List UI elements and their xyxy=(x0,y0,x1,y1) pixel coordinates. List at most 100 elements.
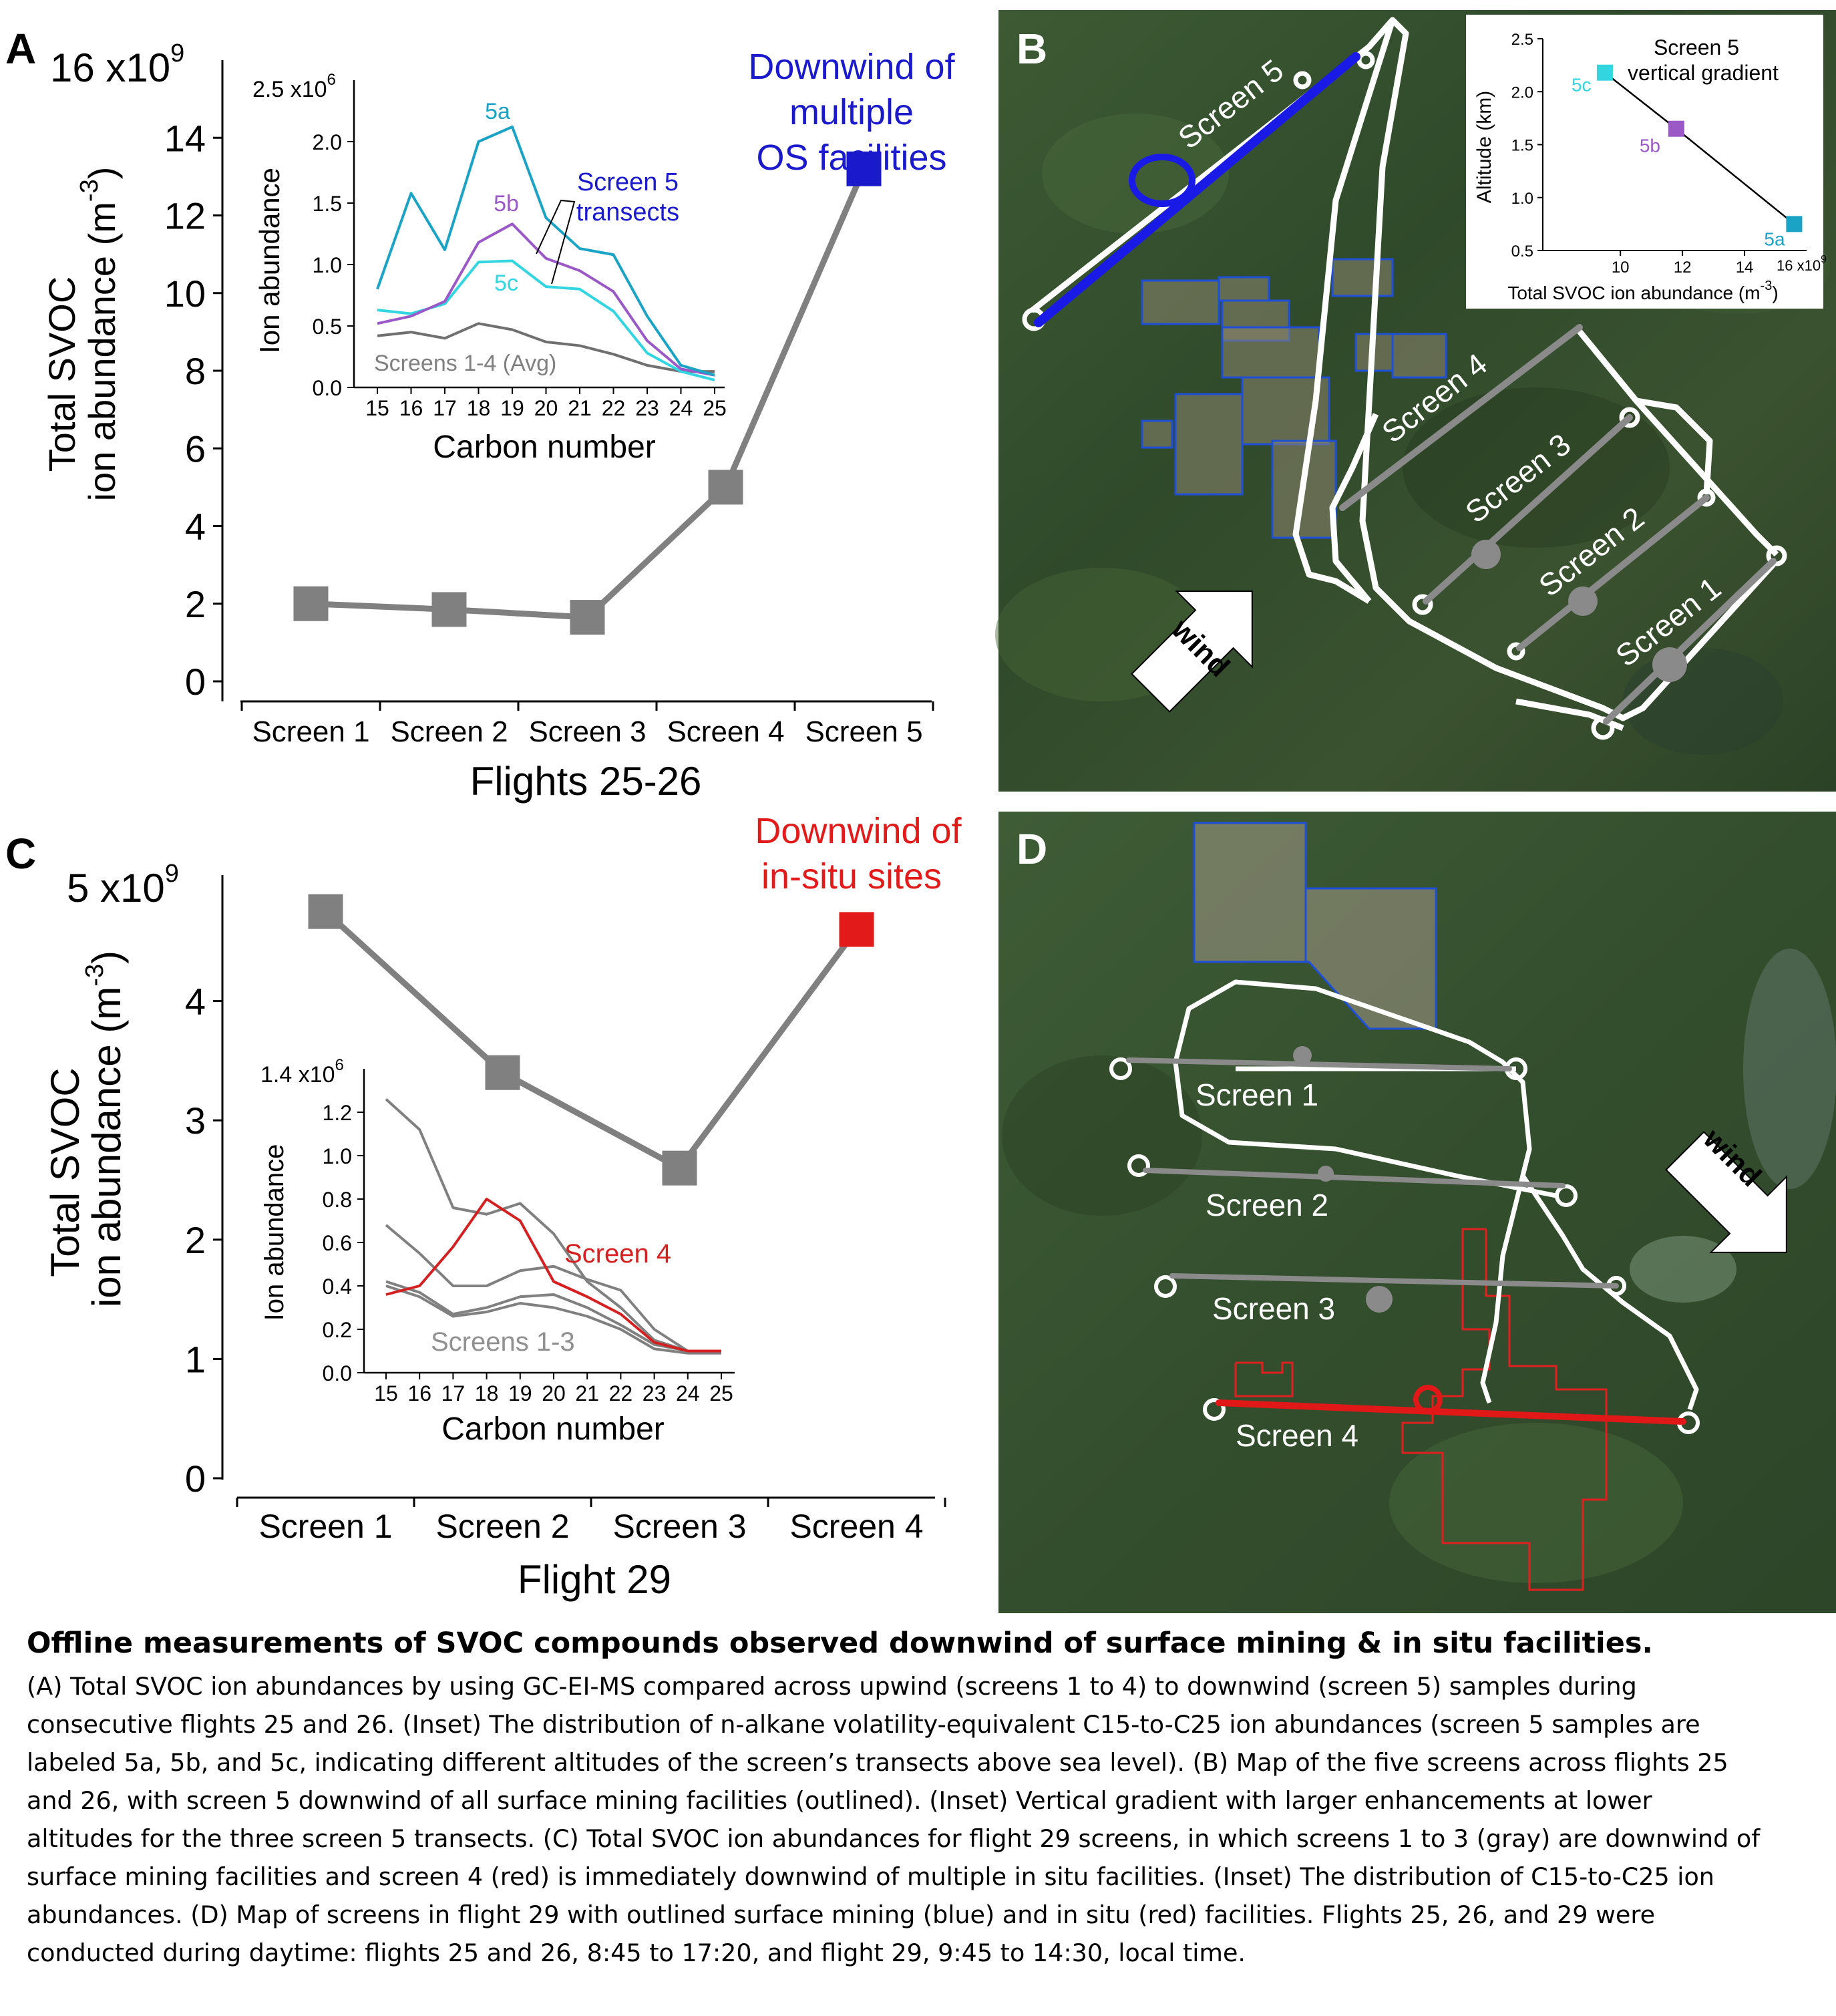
inset-b: Screen 5 vertical gradient Altitude (km)… xyxy=(1466,15,1827,309)
panel-b-map: B xyxy=(995,10,1836,792)
panel-letter: A xyxy=(5,25,36,73)
point-label: 5a xyxy=(1764,228,1785,249)
caption-line: surface mining facilities and screen 4 (… xyxy=(27,1862,1714,1891)
wind-arrow-icon xyxy=(1131,591,1253,713)
x-tick-label: Screen 3 xyxy=(528,715,646,748)
x-tick-label: 23 xyxy=(642,1381,667,1405)
inset-b-background xyxy=(1466,15,1823,309)
y-tick-label: 0.0 xyxy=(313,376,342,400)
y-tick-label: 1.0 xyxy=(313,253,342,277)
x-tick-label: 24 xyxy=(676,1381,700,1405)
series-line xyxy=(385,1224,721,1353)
y-tick-label: 0.5 xyxy=(1511,242,1533,261)
inset-y-max-label: 2.5 x106 xyxy=(252,71,336,102)
data-point xyxy=(662,1150,697,1186)
y-tick-label: 1 xyxy=(185,1338,206,1380)
data-point xyxy=(839,912,874,947)
y-ticks: 0 2 4 6 8 10 12 14 xyxy=(164,117,222,703)
x-tick-label: 22 xyxy=(609,1381,633,1405)
y-tick-label: 1.5 xyxy=(1511,137,1533,155)
y-axis-label: Total SVOC xyxy=(41,277,83,472)
y-tick-label: 2 xyxy=(185,583,206,625)
label-5c: 5c xyxy=(494,271,518,296)
y-tick-label: 0.6 xyxy=(323,1231,352,1255)
inset-b-y-ticks: 0.5 1.0 1.5 2.0 2.5 xyxy=(1511,31,1543,261)
figure-canvas: A 16 x109 Total SVOC ion abundance (m-3)… xyxy=(5,10,1836,1613)
x-ticks: Screen 1 Screen 2 Screen 3 Screen 4 xyxy=(236,1498,946,1545)
x-tick-label: 20 xyxy=(542,1381,566,1405)
x-tick-label: 16 xyxy=(399,396,423,420)
caption-line: consecutive flights 25 and 26. (Inset) T… xyxy=(27,1710,1700,1739)
y-tick-label: 3 xyxy=(185,1100,206,1142)
inset-y-max-label: 1.4 x106 xyxy=(260,1056,344,1087)
panel-c: C 5 x109 Total SVOC ion abundance (m-3) … xyxy=(5,811,962,1602)
caption-line: and 26, with screen 5 downwind of all su… xyxy=(27,1786,1652,1815)
data-point xyxy=(485,1055,520,1090)
data-series xyxy=(308,894,874,1186)
x-axis-label: Flights 25-26 xyxy=(470,759,702,804)
y-tick-label: 12 xyxy=(164,195,206,237)
data-point xyxy=(431,592,467,627)
data-point xyxy=(293,586,329,621)
inset-b-x-axis-label: Total SVOC ion abundance (m-3) xyxy=(1507,279,1778,303)
y-tick-label: 10 xyxy=(164,273,206,315)
panel-letter: C xyxy=(5,830,36,878)
y-tick-label: 4 xyxy=(185,506,206,548)
inset-a: 2.5 x106 Ion abundance 0.0 0.5 1.0 1.5 2.0 1… xyxy=(252,71,727,465)
y-tick-label: 0.2 xyxy=(323,1318,352,1342)
transect-screen-5-loop xyxy=(1129,154,1196,207)
y-tick-label: 2.0 xyxy=(313,130,342,154)
inset-x-axis-label: Carbon number xyxy=(441,1411,665,1447)
x-tick-label: Screen 1 xyxy=(252,715,369,748)
inset-series xyxy=(376,125,715,381)
flight-track-white xyxy=(1173,979,1699,1411)
data-point xyxy=(1596,64,1613,81)
x-tick-label: 17 xyxy=(441,1381,466,1405)
point-label: 5c xyxy=(1572,75,1592,96)
flight-track-white xyxy=(1030,17,1779,731)
series-line xyxy=(311,167,867,621)
y-tick-label: 2.5 xyxy=(1511,31,1533,49)
series-line xyxy=(323,909,860,1172)
data-point xyxy=(1668,120,1684,137)
x-tick-label: 15 xyxy=(365,396,389,420)
wind-arrow-icon xyxy=(1665,1131,1787,1253)
inset-x-ticks: 15 16 17 18 19 20 21 22 23 24 25 xyxy=(365,387,727,420)
inset-y-axis-label: Ion abundance xyxy=(260,1144,289,1321)
y-tick-label: 8 xyxy=(185,350,206,392)
x-tick-label: 18 xyxy=(475,1381,499,1405)
label-transects-1: Screen 5 xyxy=(577,168,679,196)
panel-letter: D xyxy=(1017,825,1047,873)
transect-screen-2 xyxy=(1143,1168,1566,1188)
y-tick-label: 1.5 xyxy=(313,192,342,216)
y-max-label: 5 x109 xyxy=(67,860,179,910)
y-tick-label: 1.2 xyxy=(323,1101,352,1125)
screen-transects xyxy=(1126,1046,1686,1425)
transect-screen-2 xyxy=(1516,494,1710,651)
inset-c: 1.4 x106 Ion abundance 0.0 0.2 0.4 0.6 0.8 1.… xyxy=(260,1056,735,1447)
x-tick-label: 21 xyxy=(568,396,592,420)
annotation-line-3: OS facilities xyxy=(756,138,946,178)
x-axis-label: Flight 29 xyxy=(518,1557,671,1602)
x-tick-label: Screen 4 xyxy=(789,1508,923,1545)
y-tick-label: 14 xyxy=(164,117,206,159)
panel-d-map: D xyxy=(998,812,1836,1613)
x-tick-label: Screen 4 xyxy=(667,715,784,748)
point-label: 5b xyxy=(1640,136,1660,156)
caption-line: abundances. (D) Map of screens in flight… xyxy=(27,1900,1656,1929)
transect-screen-1 xyxy=(1603,558,1777,725)
screen-label-2: Screen 2 xyxy=(1206,1188,1328,1222)
x-tick-label: 10 xyxy=(1612,259,1630,277)
label-avg: Screens 1-4 (Avg) xyxy=(374,351,556,376)
label-5b: 5b xyxy=(494,191,519,216)
series-line xyxy=(385,1098,721,1353)
data-series xyxy=(293,151,882,635)
label-screen-4: Screen 4 xyxy=(564,1239,671,1269)
caption-line: (A) Total SVOC ion abundances by using G… xyxy=(27,1672,1637,1701)
inset-y-ticks: 0.0 0.5 1.0 1.5 2.0 xyxy=(313,130,354,400)
y-max-label: 16 x109 xyxy=(50,39,184,90)
label-5a: 5a xyxy=(485,99,510,124)
inset-y-ticks: 0.0 0.2 0.4 0.6 0.8 1.0 1.2 xyxy=(323,1101,364,1385)
x-tick-label: 16 xyxy=(407,1381,431,1405)
x-tick-label: 17 xyxy=(433,396,457,420)
